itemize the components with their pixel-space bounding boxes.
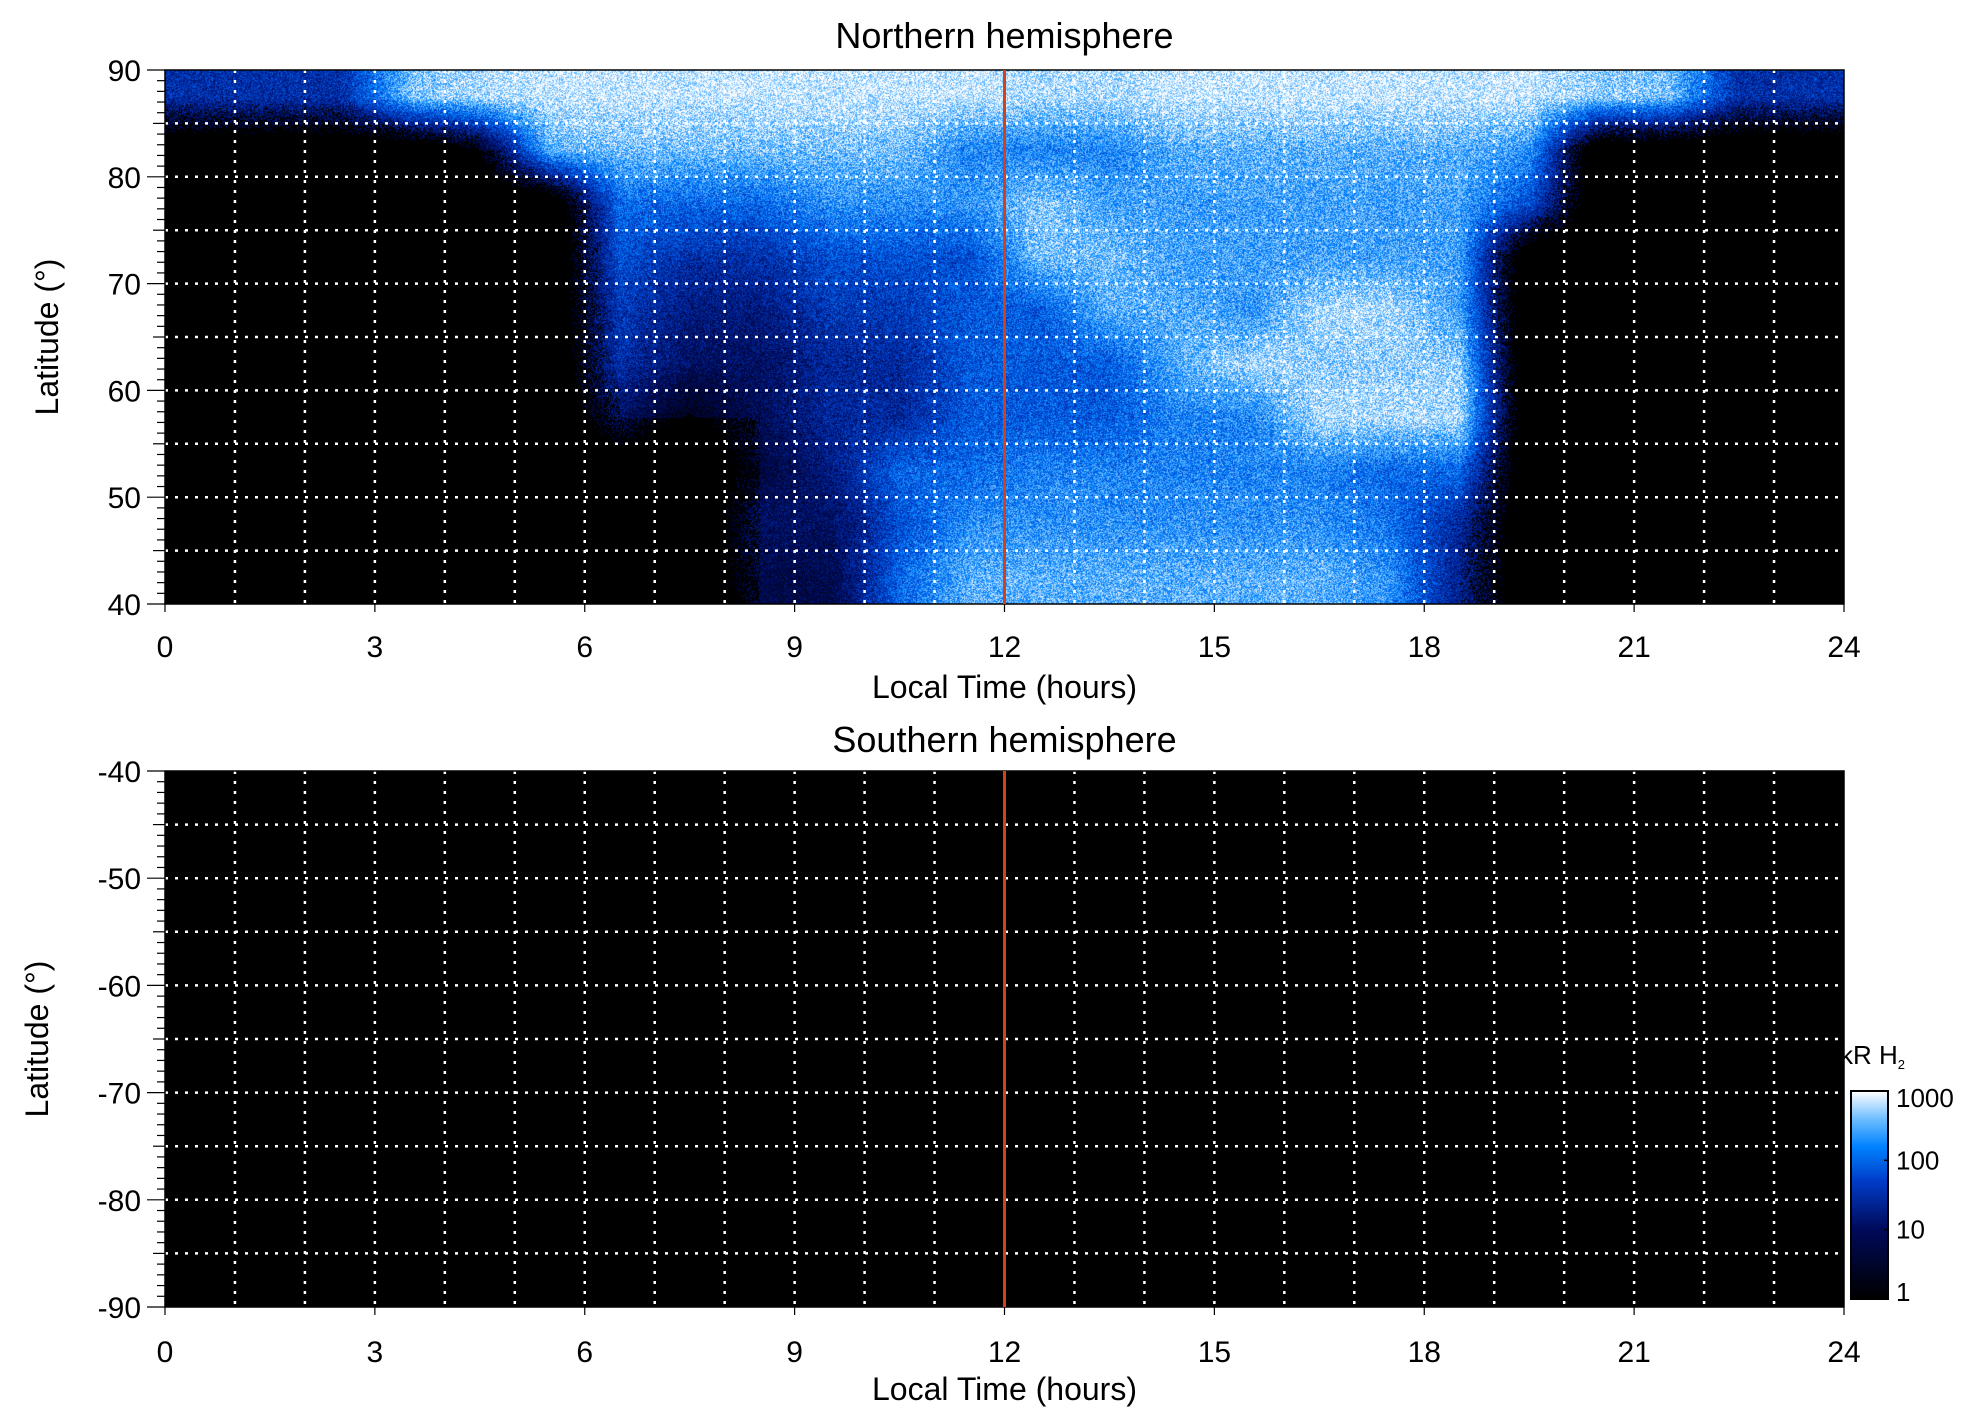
y-tick-label: -40	[98, 756, 141, 789]
x-axis-label: Local Time (hours)	[872, 1371, 1137, 1407]
x-tick-label: 9	[786, 1336, 803, 1369]
x-tick-label: 12	[988, 1336, 1021, 1369]
y-axis-label: Latitude (°)	[19, 961, 55, 1118]
x-tick-label: 0	[157, 631, 174, 664]
x-tick-label: 3	[367, 1336, 384, 1369]
y-tick-label: -80	[98, 1185, 141, 1218]
x-tick-label: 18	[1408, 1336, 1441, 1369]
x-tick-label: 15	[1198, 631, 1231, 664]
y-axis-label: Latitude (°)	[29, 259, 65, 416]
colorbar-label: kR H2	[1840, 1040, 1905, 1072]
y-tick-label: 60	[108, 375, 141, 408]
x-tick-label: 6	[576, 631, 593, 664]
x-tick-label: 24	[1827, 631, 1860, 664]
x-axis-label: Local Time (hours)	[872, 669, 1137, 705]
y-tick-label: -70	[98, 1078, 141, 1111]
x-tick-label: 15	[1198, 1336, 1231, 1369]
x-tick-label: 24	[1827, 1336, 1860, 1369]
y-tick-label: -90	[98, 1292, 141, 1325]
y-tick-label: 70	[108, 269, 141, 302]
x-tick-label: 3	[367, 631, 384, 664]
colorbar-tick-label: 10	[1896, 1215, 1925, 1245]
chart-title: Northern hemisphere	[835, 15, 1173, 56]
y-tick-label: -50	[98, 863, 141, 896]
chart-title: Southern hemisphere	[832, 719, 1176, 760]
colorbar-gradient	[1851, 1091, 1888, 1299]
y-tick-label: 90	[108, 55, 141, 88]
x-tick-label: 21	[1617, 631, 1650, 664]
y-tick-label: 50	[108, 482, 141, 515]
colorbar-frame	[1850, 1090, 1889, 1300]
y-tick-label: -60	[98, 970, 141, 1003]
colorbar-tick-label: 1000	[1896, 1083, 1954, 1113]
x-tick-label: 0	[157, 1336, 174, 1369]
colorbar-tick-label: 1	[1896, 1277, 1910, 1307]
y-tick-label: 80	[108, 162, 141, 195]
x-tick-label: 18	[1408, 631, 1441, 664]
y-tick-label: 40	[108, 589, 141, 622]
x-tick-label: 9	[786, 631, 803, 664]
x-tick-label: 21	[1617, 1336, 1650, 1369]
x-tick-label: 6	[576, 1336, 593, 1369]
x-tick-label: 12	[988, 631, 1021, 664]
colorbar-tick-label: 100	[1896, 1145, 1939, 1175]
